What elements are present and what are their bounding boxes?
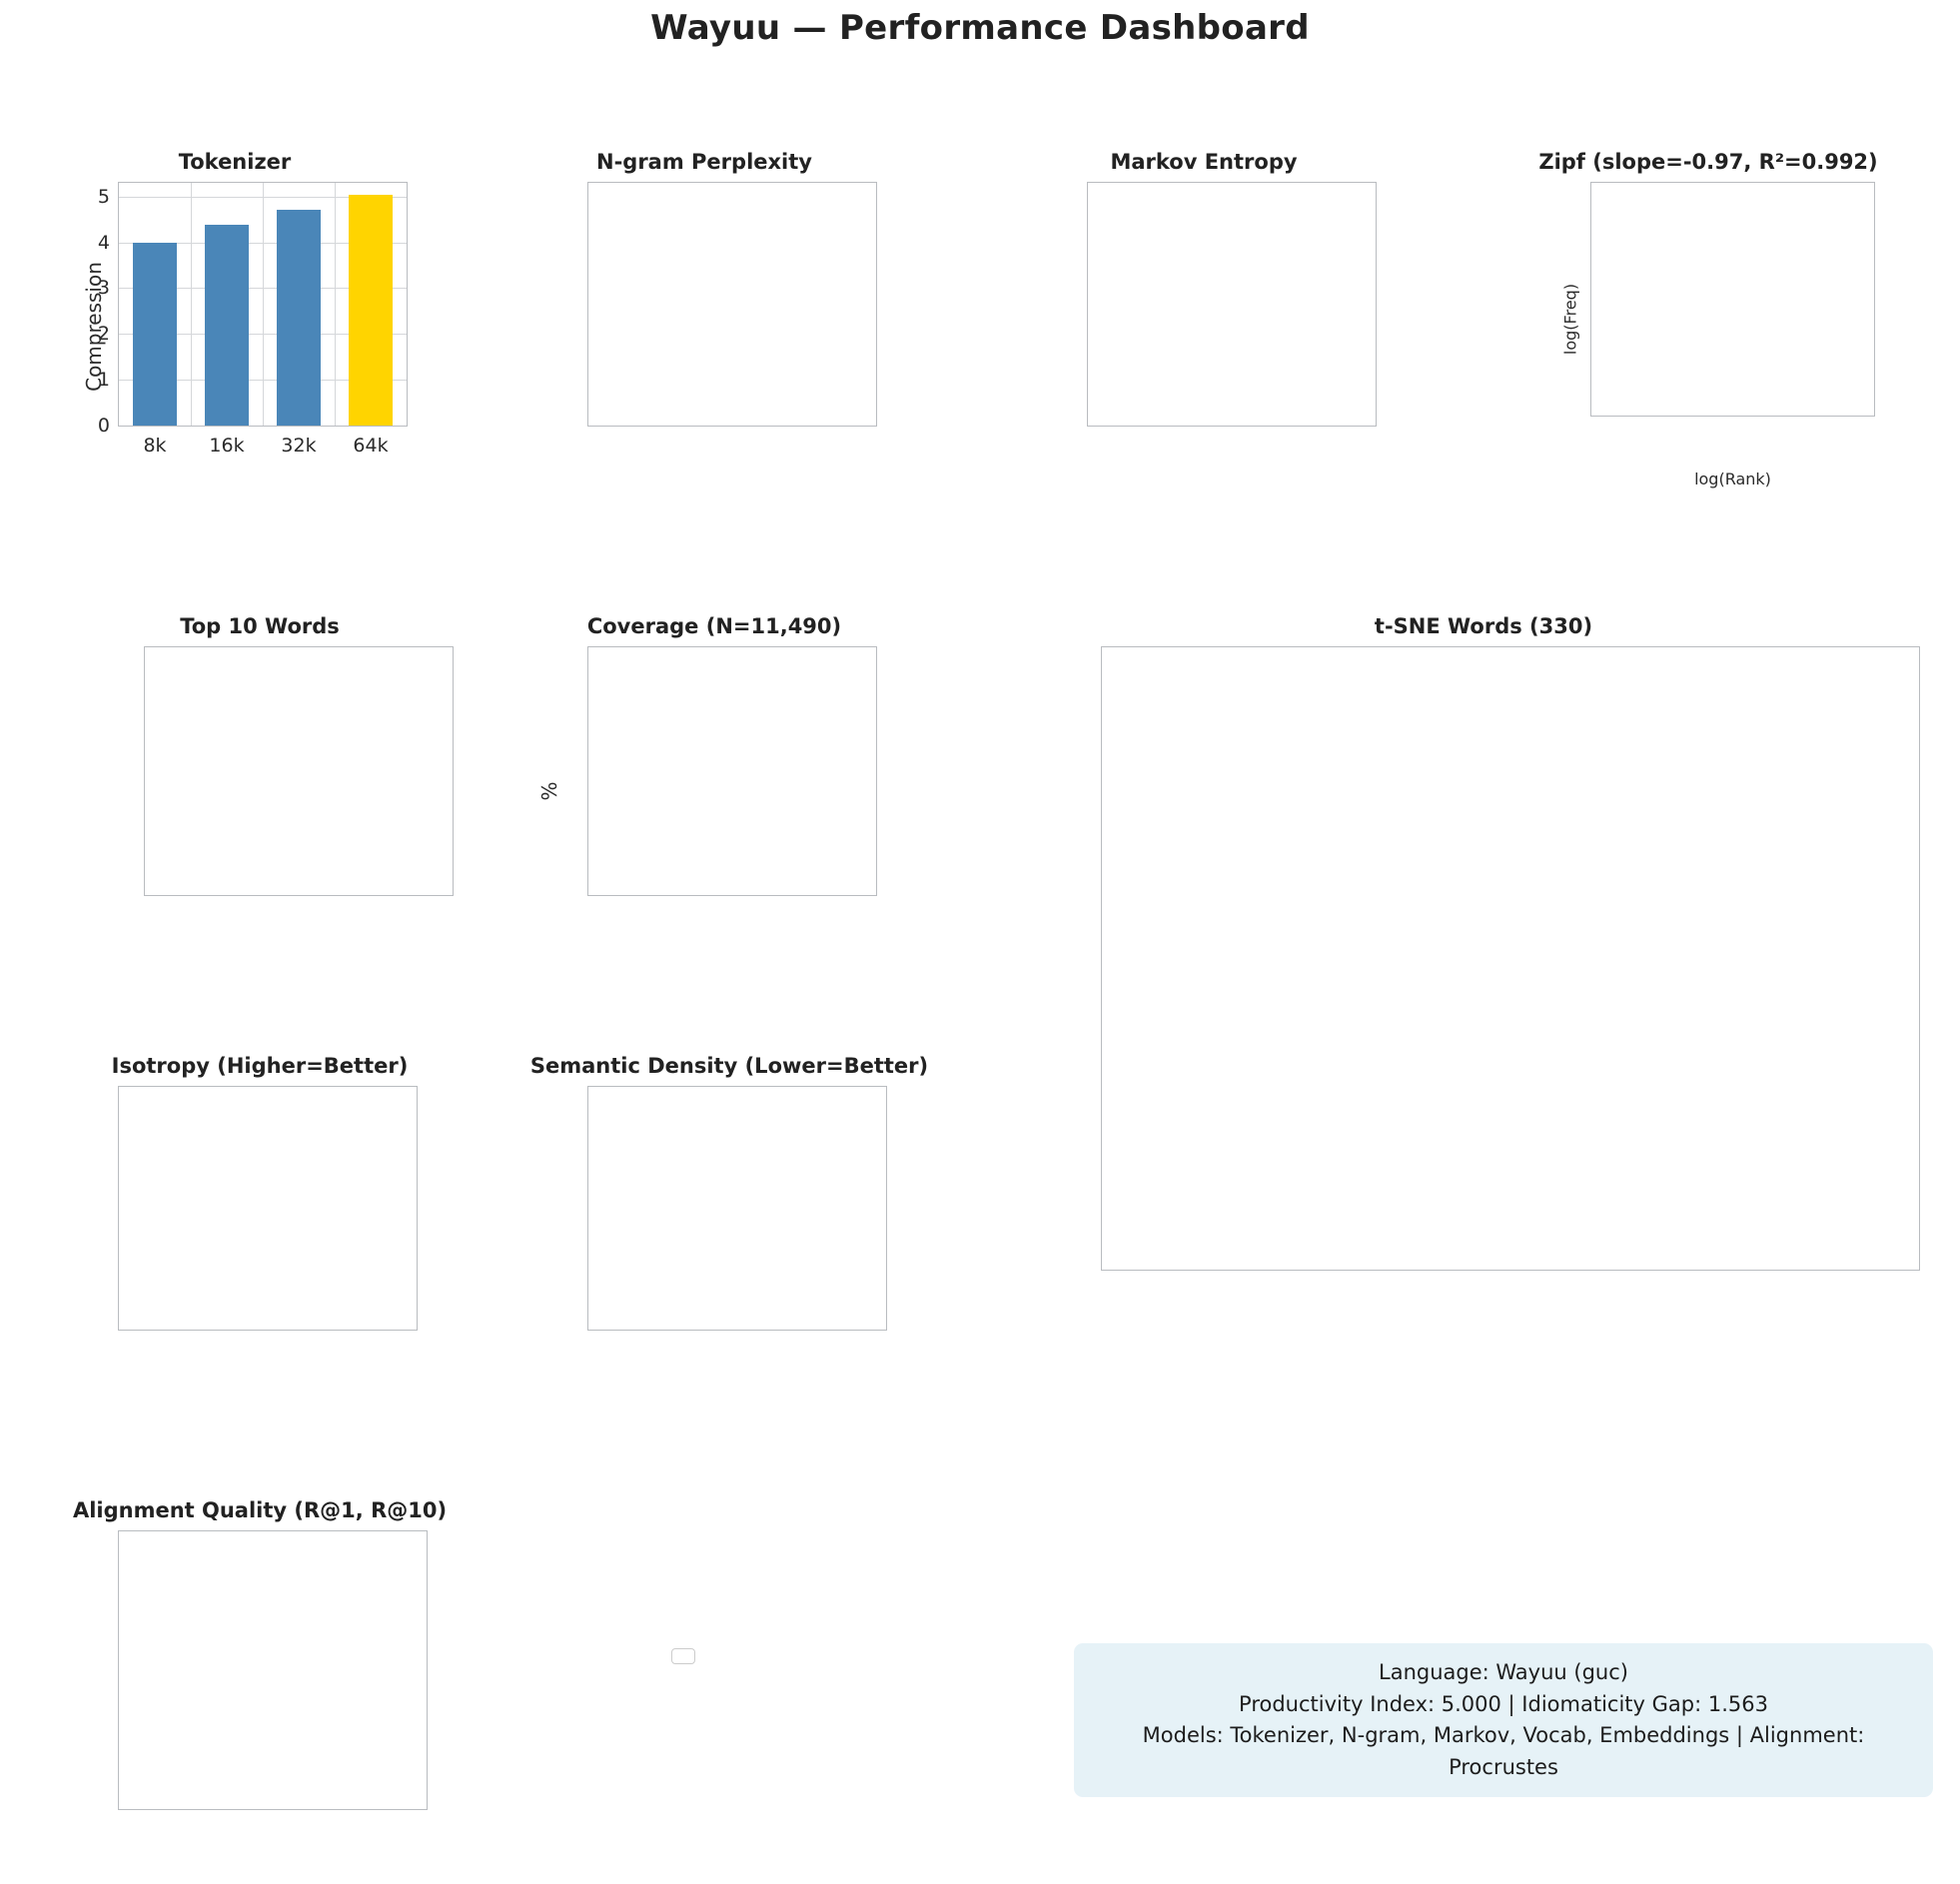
plot-area-tokenizer: 0 1 2 3 4 5 8k 16k 32k 64k xyxy=(98,182,408,457)
plot-area-ngram-perplexity xyxy=(587,182,877,427)
chart-panel-coverage: Coverage (N=11,490) % xyxy=(529,614,899,896)
bar xyxy=(204,225,250,426)
x-tick-label: 8k xyxy=(143,435,167,457)
bar xyxy=(348,195,394,426)
chart-title-alignment-quality: Alignment Quality (R@1, R@10) xyxy=(72,1498,448,1522)
plot-area-semantic-density xyxy=(587,1086,887,1331)
x-tick-label: 32k xyxy=(281,435,317,457)
chart-panel-markov-entropy: Markov Entropy xyxy=(1029,150,1379,427)
chart-title-tokenizer: Tokenizer xyxy=(178,150,292,174)
y-tick-label: 4 xyxy=(97,231,110,254)
y-tick-label: 0 xyxy=(97,415,110,437)
bar xyxy=(276,209,322,426)
chart-panel-semantic-density: Semantic Density (Lower=Better) xyxy=(529,1054,929,1331)
chart-title-ngram-perplexity: N-gram Perplexity xyxy=(596,150,812,174)
chart-panel-tokenizer: Tokenizer 0 1 2 3 4 5 8k 16k 32k 64k Compression xyxy=(60,150,410,457)
summary-language: Language: Wayuu (guc) xyxy=(1379,1660,1628,1684)
y-tick-label: 1 xyxy=(97,369,110,392)
chart-title-isotropy: Isotropy (Higher=Better) xyxy=(111,1054,409,1078)
chart-panel-alignment-quality: Alignment Quality (R@1, R@10) xyxy=(60,1498,460,1810)
x-tick-label: 64k xyxy=(353,435,389,457)
chart-panel-zipf: Zipf (slope=-0.97, R²=0.992) log(Freq) l… xyxy=(1528,150,1888,488)
dashboard-title: Wayuu — Performance Dashboard xyxy=(650,8,1310,48)
chart-title-coverage: Coverage (N=11,490) xyxy=(586,614,842,638)
plot-area-alignment-quality xyxy=(118,1530,428,1810)
bar xyxy=(132,243,178,426)
chart-title-zipf: Zipf (slope=-0.97, R²=0.992) xyxy=(1538,150,1878,174)
axis-label-logfreq: log(Freq) xyxy=(1560,283,1580,356)
plot-area-isotropy xyxy=(118,1086,418,1331)
summary-info-box: Language: Wayuu (guc) Productivity Index… xyxy=(1074,1643,1933,1797)
summary-models: Models: Tokenizer, N-gram, Markov, Vocab… xyxy=(1142,1723,1865,1779)
chart-title-top-words: Top 10 Words xyxy=(180,614,340,638)
chart-title-tsne: t-SNE Words (330) xyxy=(1374,614,1593,638)
chart-panel-isotropy: Isotropy (Higher=Better) xyxy=(60,1054,460,1331)
chart-title-markov-entropy: Markov Entropy xyxy=(1110,150,1298,174)
plot-area-markov-entropy xyxy=(1087,182,1377,427)
axis-label-lograng: log(Rank) xyxy=(1694,470,1771,488)
plot-area-tsne xyxy=(1101,646,1920,1271)
chart-title-semantic-density: Semantic Density (Lower=Better) xyxy=(529,1054,929,1078)
axis-label-percent: % xyxy=(537,781,561,801)
chart-panel-tsne: t-SNE Words (330) xyxy=(1039,614,1928,1271)
plot-area-top-words xyxy=(144,646,454,896)
y-tick-label: 2 xyxy=(97,323,110,346)
y-tick-label: 3 xyxy=(97,277,110,300)
y-tick-label: 5 xyxy=(97,185,110,208)
chart-panel-top-words: Top 10 Words xyxy=(60,614,460,896)
x-tick-label: 16k xyxy=(209,435,245,457)
summary-metrics: Productivity Index: 5.000 | Idiomaticity… xyxy=(1239,1691,1768,1716)
plot-area-zipf xyxy=(1590,182,1875,417)
plot-area-coverage xyxy=(587,646,877,896)
shared-legend-monolingual-aligned xyxy=(671,1648,695,1664)
chart-panel-ngram-perplexity: N-gram Perplexity xyxy=(529,150,879,427)
axis-label-compression: Compression xyxy=(82,262,106,392)
